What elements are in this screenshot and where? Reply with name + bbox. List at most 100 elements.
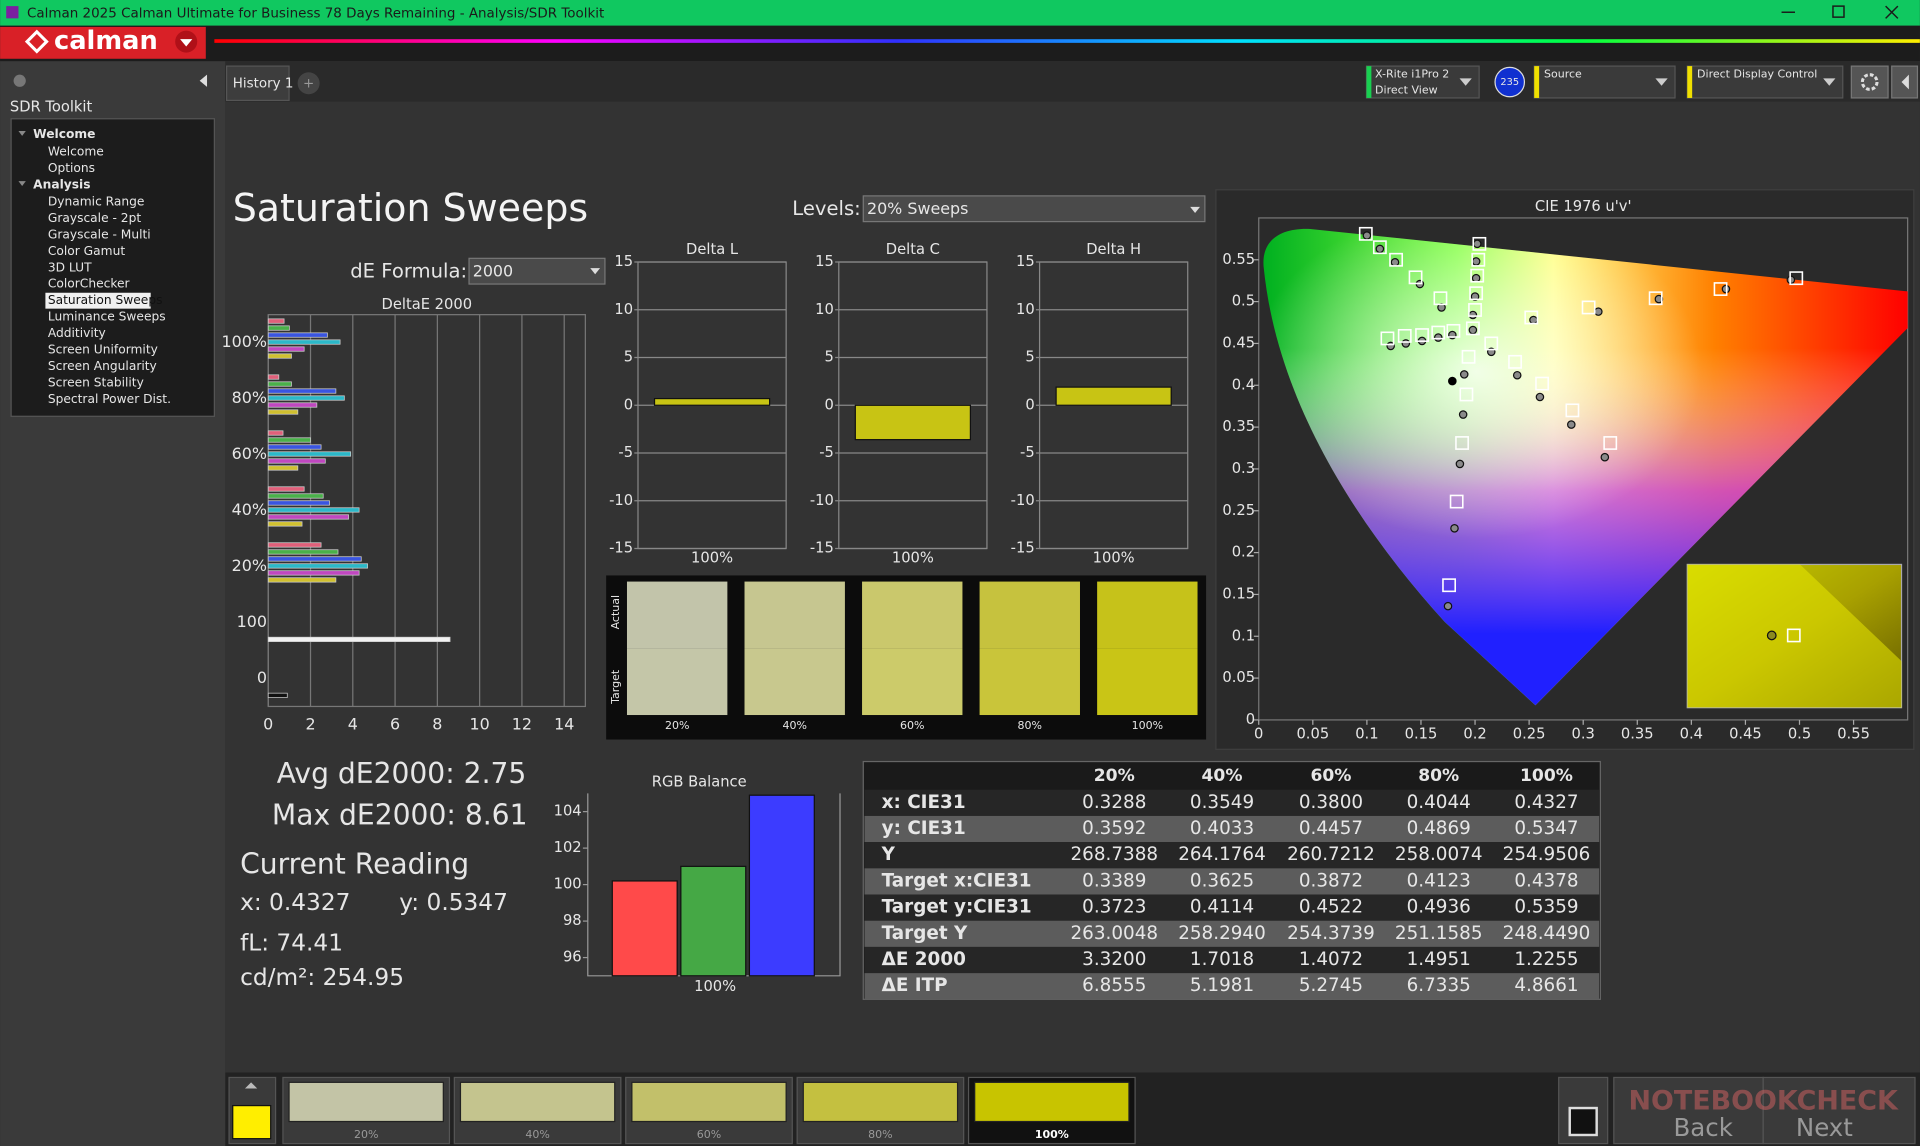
- table-cell: 0.4936: [1407, 897, 1471, 918]
- back-button[interactable]: [1613, 1076, 1764, 1145]
- column-header: 80%: [1418, 766, 1459, 786]
- workflow-tree: [10, 118, 215, 417]
- table-cell: 0.4457: [1299, 818, 1363, 839]
- bar: [267, 636, 451, 642]
- y-tick-label: 100: [554, 876, 582, 893]
- swatch-label: 60%: [900, 719, 924, 732]
- window-controls[interactable]: [1781, 5, 1899, 19]
- measured-point: [1468, 310, 1478, 320]
- source-select[interactable]: [1533, 65, 1676, 99]
- x-tick-label: 0: [263, 714, 273, 733]
- level-label[interactable]: 40%: [525, 1128, 549, 1141]
- y-tick-label: -10: [810, 492, 834, 509]
- tree-item[interactable]: Welcome: [48, 144, 104, 158]
- tree-selection: [45, 292, 151, 309]
- column-header: 20%: [1094, 766, 1135, 786]
- current-swatch: [232, 1104, 272, 1140]
- level-label[interactable]: 100%: [1035, 1128, 1069, 1141]
- bar: [267, 402, 318, 408]
- bar: [267, 318, 285, 324]
- tab-add[interactable]: [297, 72, 320, 95]
- tab-add-label: +: [303, 76, 314, 91]
- avg-de: Avg dE2000: 2.75: [277, 757, 527, 790]
- display-label: Direct Display Control: [1697, 68, 1817, 81]
- y-tick-label: 0: [257, 668, 267, 687]
- tree-item[interactable]: Additivity: [48, 326, 106, 340]
- y-tick-label: -5: [1020, 444, 1035, 461]
- table-row: [864, 815, 1600, 843]
- y-tick-label: 0.25: [1222, 502, 1255, 519]
- bar: [267, 486, 305, 492]
- target-swatch: [1097, 648, 1198, 716]
- y-tick-label: 0.1: [1232, 627, 1255, 644]
- menu-bar: [0, 25, 1920, 62]
- tree-item[interactable]: 3D LUT: [48, 260, 92, 274]
- display-select-accent: [1687, 66, 1693, 98]
- table-cell: 0.5347: [1514, 818, 1578, 839]
- actual-swatch: [1097, 581, 1198, 649]
- level-label[interactable]: 60%: [697, 1128, 721, 1141]
- next-button[interactable]: [1762, 1076, 1916, 1145]
- tree-item[interactable]: Screen Uniformity: [48, 343, 158, 357]
- bar: [267, 346, 305, 352]
- target-point: [1648, 291, 1663, 306]
- y-tick-label: 10: [815, 301, 834, 318]
- table-cell: 0.3288: [1082, 792, 1146, 813]
- y-tick-label: 0.35: [1222, 418, 1255, 435]
- swatch-label: 40%: [782, 719, 806, 732]
- levels-value: 20% Sweeps: [867, 199, 968, 218]
- bar: [267, 556, 362, 562]
- sidebar-pin[interactable]: [13, 74, 26, 87]
- y-tick-label: 102: [554, 839, 582, 856]
- y-tick-label: -5: [618, 444, 633, 461]
- tree-item[interactable]: Screen Angularity: [48, 359, 157, 373]
- meter-badge[interactable]: [1494, 66, 1526, 98]
- level-label[interactable]: 80%: [868, 1128, 892, 1141]
- tree-toggle[interactable]: [18, 131, 26, 136]
- measured-point: [1600, 452, 1610, 462]
- target-point: [1459, 387, 1474, 402]
- tree-group[interactable]: Analysis: [33, 177, 90, 191]
- tree-group[interactable]: Welcome: [33, 127, 95, 141]
- target-point: [1469, 286, 1484, 301]
- swatch-row-label: Target: [609, 669, 622, 705]
- table-cell: 251.1585: [1395, 923, 1483, 944]
- table-cell: 1.7018: [1190, 949, 1254, 970]
- chart-title: DeltaE 2000: [382, 296, 473, 313]
- tree-item[interactable]: Grayscale - Multi: [48, 227, 151, 241]
- tree-item[interactable]: Spectral Power Dist.: [48, 392, 171, 406]
- tree-item[interactable]: Luminance Sweeps: [48, 310, 166, 324]
- table-cell: 5.1981: [1190, 975, 1254, 996]
- x-tick-label: 12: [512, 714, 532, 733]
- bar: [267, 325, 290, 331]
- tree-item[interactable]: Grayscale - 2pt: [48, 211, 142, 225]
- sidebar-collapse[interactable]: [199, 74, 208, 87]
- current-up[interactable]: [244, 1082, 258, 1089]
- tree-item[interactable]: ColorChecker: [48, 277, 131, 291]
- settings-button[interactable]: [1850, 65, 1889, 99]
- target-point: [1468, 303, 1482, 317]
- x-tick-label: 10: [470, 714, 490, 733]
- next-label[interactable]: Next: [1796, 1113, 1853, 1142]
- table-cell: 0.3800: [1299, 792, 1363, 813]
- tab[interactable]: [225, 65, 290, 102]
- meter-select[interactable]: [1365, 65, 1480, 99]
- bar: [267, 514, 349, 520]
- y-tick-label: 104: [554, 803, 582, 820]
- tree-toggle[interactable]: [18, 181, 26, 186]
- tree-item[interactable]: Color Gamut: [48, 244, 125, 258]
- tree-item[interactable]: Saturation Sweeps: [48, 293, 163, 307]
- logo-text: calman: [54, 26, 158, 56]
- back-label[interactable]: Back: [1673, 1113, 1733, 1142]
- bar: [267, 395, 345, 401]
- tree-item[interactable]: Options: [48, 161, 95, 175]
- actual-swatch: [862, 581, 963, 649]
- display-select[interactable]: [1686, 65, 1844, 99]
- tree-item[interactable]: Screen Stability: [48, 376, 144, 390]
- y-tick-label: 15: [815, 253, 834, 270]
- tree-item[interactable]: Dynamic Range: [48, 194, 145, 208]
- table-cell: 263.0048: [1070, 923, 1158, 944]
- formula-dropdown[interactable]: [468, 257, 606, 285]
- levels-dropdown[interactable]: [862, 195, 1206, 223]
- level-label[interactable]: 20%: [354, 1128, 378, 1141]
